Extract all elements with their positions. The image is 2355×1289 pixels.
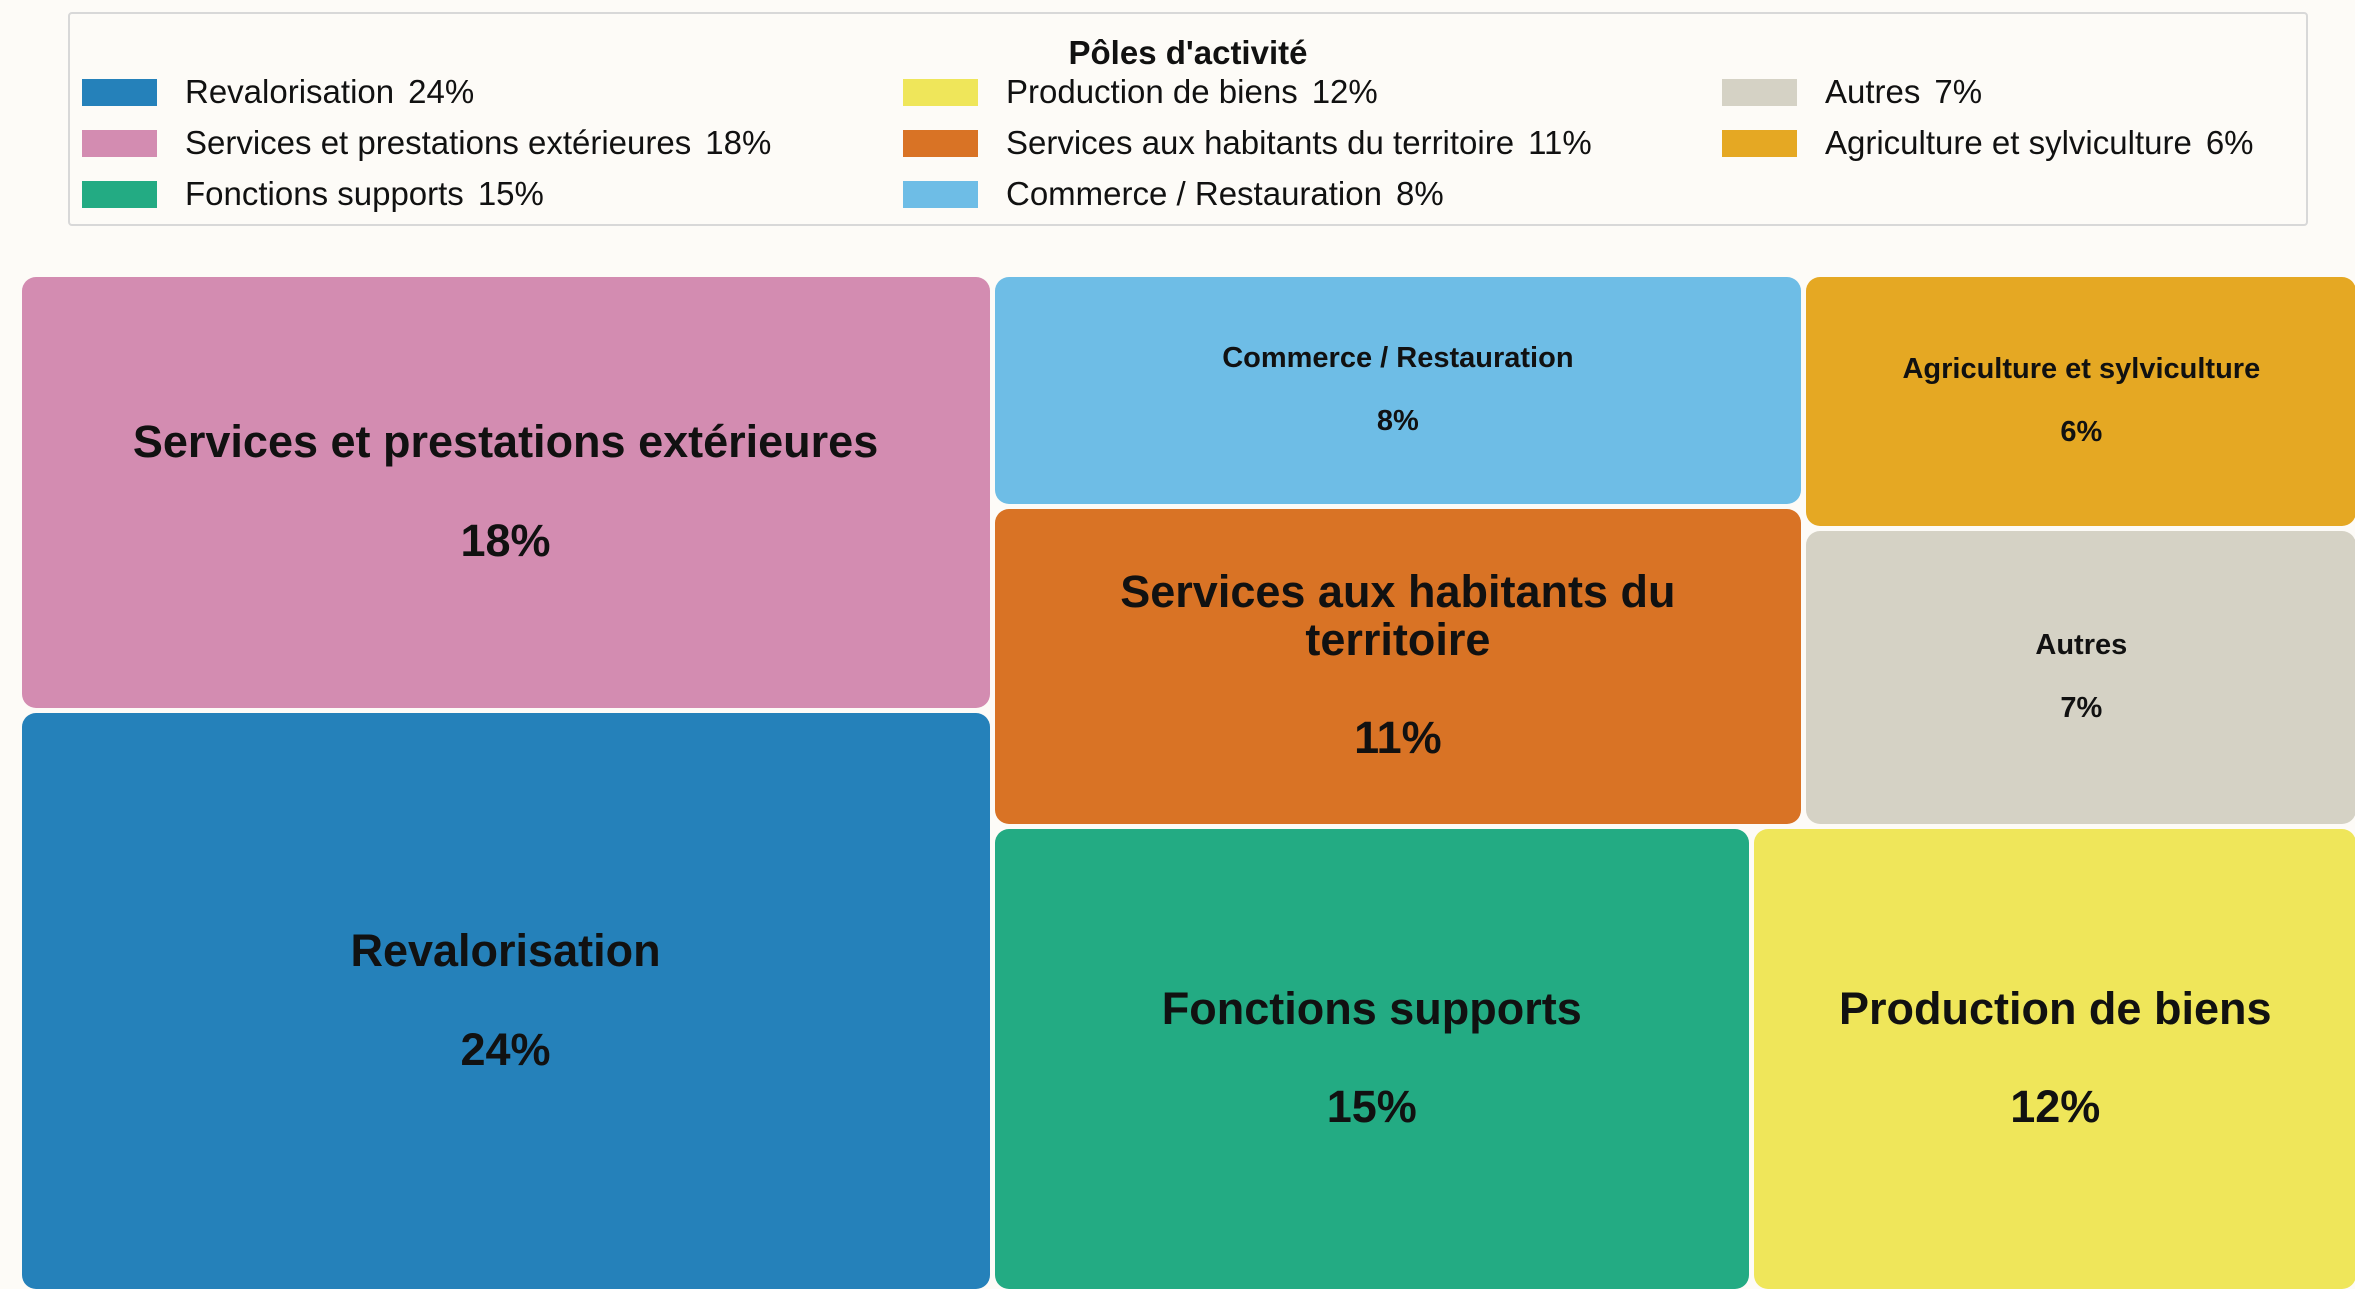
legend-label: Fonctions supports <box>185 175 464 212</box>
legend-swatch <box>1722 78 1797 106</box>
tile-value: 8% <box>1376 404 1419 437</box>
tile-label: Agriculture et sylviculture <box>1902 352 2261 385</box>
tile-label: Services aux habitants du territoire <box>1120 566 1676 665</box>
legend-value: 24% <box>408 73 475 110</box>
tile-label: Commerce / Restauration <box>1222 341 1574 374</box>
tile-label: Fonctions supports <box>1161 982 1582 1034</box>
legend-title: Pôles d'activité <box>1068 34 1308 71</box>
legend-value: 15% <box>477 175 544 212</box>
legend-entry: Revalorisation 24% <box>82 72 474 112</box>
legend-value: 18% <box>705 124 772 161</box>
legend-entry: Production de biens 12% <box>903 72 1378 112</box>
legend-swatch <box>903 180 978 208</box>
tile-value: 7% <box>2060 692 2103 725</box>
legend-entry: Agriculture et sylviculture 6% <box>1722 123 2254 163</box>
legend-swatch <box>903 78 978 106</box>
legend-value: 12% <box>1311 73 1378 110</box>
tile-value: 15% <box>1326 1081 1417 1133</box>
legend-label: Agriculture et sylviculture <box>1825 124 2192 161</box>
tile-value: 11% <box>1354 712 1442 764</box>
legend-entry: Services et prestations extérieures 18% <box>82 123 771 163</box>
tile-value: 24% <box>460 1023 551 1075</box>
legend-swatch <box>82 129 157 157</box>
legend-entry: Services aux habitants du territoire 11% <box>903 123 1592 163</box>
legend-value: 7% <box>1934 73 1983 110</box>
legend-swatch <box>903 129 978 157</box>
tile-value: 12% <box>2010 1081 2101 1133</box>
legend-label: Autres <box>1825 73 1921 110</box>
tile: Production de biens 12% <box>1753 828 2355 1289</box>
legend-entry: Fonctions supports 15% <box>82 174 544 214</box>
legend-entry: Autres 7% <box>1722 72 1982 112</box>
tile-value: 6% <box>2060 416 2103 449</box>
legend-swatch <box>82 180 157 208</box>
tile: Autres 7% <box>1806 531 2355 824</box>
legend: Pôles d'activité Revalorisation 24% Servic… <box>68 12 2308 226</box>
tile-label: Revalorisation <box>350 924 661 976</box>
legend-label: Revalorisation <box>185 73 395 110</box>
tile-label: Autres <box>2035 628 2128 661</box>
tile: Services et prestations extérieures 18% <box>21 276 990 708</box>
tile: Revalorisation 24% <box>21 712 990 1289</box>
tile-label: Production de biens <box>1838 982 2272 1034</box>
legend-label: Services et prestations extérieures <box>185 124 692 161</box>
legend-swatch <box>82 78 157 106</box>
tile: Agriculture et sylviculture 6% <box>1806 276 2355 527</box>
legend-swatch <box>1722 129 1797 157</box>
legend-label: Production de biens <box>1006 73 1298 110</box>
tile: Commerce / Restauration 8% <box>994 276 1802 504</box>
legend-value: 11% <box>1528 124 1592 161</box>
tile-label: Services et prestations extérieures <box>132 415 879 467</box>
legend-label: Commerce / Restauration <box>1006 175 1382 212</box>
legend-value: 8% <box>1395 175 1444 212</box>
tile-value: 18% <box>460 514 551 566</box>
legend-label: Services aux habitants du territoire <box>1006 124 1515 161</box>
tile: Fonctions supports 15% <box>994 828 1749 1289</box>
tile: Services aux habitants du territoire 11% <box>994 508 1802 824</box>
legend-value: 6% <box>2205 124 2254 161</box>
legend-entry: Commerce / Restauration 8% <box>903 174 1444 214</box>
